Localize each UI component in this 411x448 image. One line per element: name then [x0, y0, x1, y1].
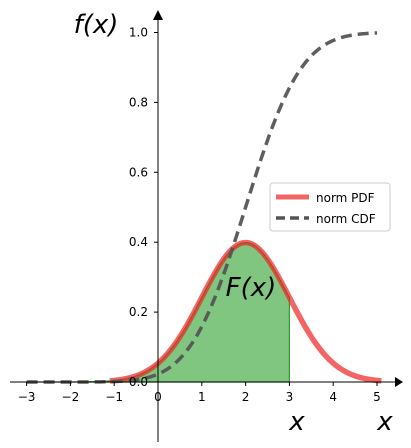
- legend-label-cdf: norm CDF: [316, 212, 376, 226]
- series-line-pdf: [109, 239, 382, 384]
- axes: [10, 10, 403, 442]
- x-axis-arrow: [395, 377, 403, 387]
- x-tick-label: −2: [62, 390, 80, 404]
- y-axis-arrow: [153, 10, 163, 20]
- legend: norm PDF norm CDF: [269, 182, 391, 232]
- x-tick-label: 2: [242, 390, 250, 404]
- x-tick-label: −1: [105, 390, 123, 404]
- y-tick-label: 0.6: [129, 165, 148, 179]
- y-tick-label: 0.8: [129, 95, 148, 109]
- tick-labels: −3 −2 −1 0 1 2 3 4 5 0.0 0.2 0.4 0.6 0.8 1.0: [18, 26, 381, 405]
- x-tick-label: 0: [154, 390, 162, 404]
- x-tick-label: 3: [286, 390, 294, 404]
- x-marker-label: x: [288, 407, 305, 437]
- x-tick-label: −3: [18, 390, 36, 404]
- area-label: F(x): [226, 273, 277, 303]
- legend-label-pdf: norm PDF: [316, 191, 375, 205]
- y-tick-label: 0.2: [129, 305, 148, 319]
- y-tick-label: 0.0: [129, 375, 148, 389]
- y-tick-label: 1.0: [129, 26, 148, 40]
- y-axis-label: f(x): [74, 10, 119, 40]
- x-axis-label: x: [376, 407, 393, 437]
- x-tick-label: 4: [329, 390, 337, 404]
- x-tick-label: 1: [198, 390, 206, 404]
- x-tick-label: 5: [373, 390, 381, 404]
- y-tick-label: 0.4: [129, 235, 148, 249]
